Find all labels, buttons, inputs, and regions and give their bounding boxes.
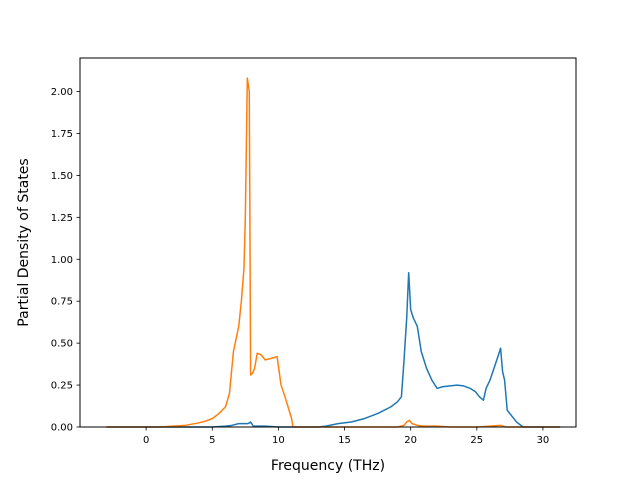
y-tick-label: 1.50 xyxy=(51,171,73,182)
x-tick-label: 15 xyxy=(338,435,351,446)
y-tick-label: 0.75 xyxy=(51,297,73,308)
x-tick-label: 20 xyxy=(404,435,417,446)
y-tick-label: 1.75 xyxy=(51,129,73,140)
y-axis-ticks: 0.00 0.25 0.50 0.75 1.00 1.25 1.50 1.75 2.00 xyxy=(51,87,80,434)
y-tick-label: 1.00 xyxy=(51,255,73,266)
y-tick-label: 0.00 xyxy=(51,423,73,434)
y-tick-label: 0.50 xyxy=(51,339,73,350)
x-axis-title: Frequency (THz) xyxy=(271,458,385,474)
y-tick-label: 2.00 xyxy=(51,87,73,98)
series-line-1 xyxy=(106,271,561,428)
x-tick-label: 30 xyxy=(537,435,550,446)
x-tick-label: 0 xyxy=(143,435,149,446)
y-tick-label: 1.25 xyxy=(51,213,73,224)
y-axis-title: Partial Density of States xyxy=(16,158,32,326)
x-axis-ticks: 0 5 10 15 20 25 30 xyxy=(143,427,549,446)
axes-frame xyxy=(79,57,577,428)
x-tick-label: 5 xyxy=(209,435,215,446)
x-tick-label: 10 xyxy=(272,435,285,446)
x-tick-label: 25 xyxy=(470,435,483,446)
y-tick-label: 0.25 xyxy=(51,381,73,392)
